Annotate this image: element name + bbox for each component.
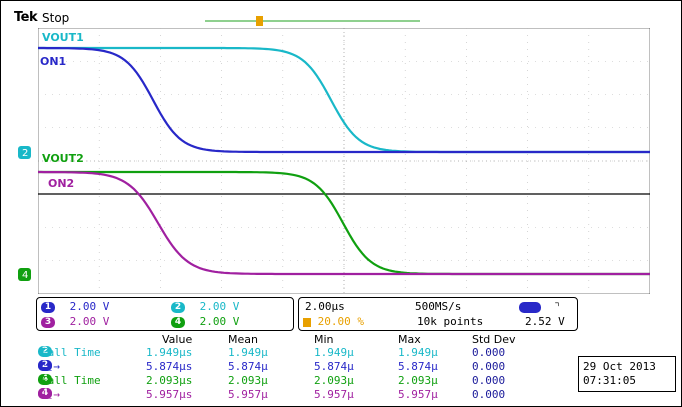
measurement-max: 1.949µ (398, 346, 438, 359)
measurement-std: 0.000 (472, 374, 506, 387)
ch4-scale[interactable]: 4 2.00 V (171, 315, 239, 328)
measurement-header: Value Mean Min Max Std Dev (162, 333, 516, 346)
measurement-mean: 2.093µ (228, 374, 268, 387)
channel-scale-panel: 1 2.00 V 2 2.00 V 3 2.00 V 4 2.00 V (36, 297, 294, 331)
ch2-scale[interactable]: 2 2.00 V (171, 300, 239, 313)
source-badge: 4 (38, 374, 52, 385)
ch3-scale[interactable]: 3 2.00 V (41, 315, 109, 328)
measurement-std: 0.000 (472, 388, 506, 401)
date: 29 Oct 2013 (583, 360, 656, 373)
measurement-value: 1.949µs (146, 346, 193, 359)
edge-delay-icon: ⌝⌞→ (40, 388, 60, 401)
measurement-mean: 1.949µ (228, 346, 268, 359)
acquisition-status: Stop (42, 11, 70, 25)
svg-text:2: 2 (22, 148, 28, 159)
measurement-min: 5.957µ (314, 388, 354, 401)
measurement-max: 5.957µ (398, 388, 438, 401)
trigger-position-marker (256, 16, 263, 26)
measurement-row[interactable]: 2 Fall Time 1.949µs 1.949µ 1.949µ 1.949µ 0.000 (36, 346, 576, 359)
measurement-max: 2.093µ (398, 374, 438, 387)
measurement-std: 0.000 (472, 360, 506, 373)
measurement-label: Fall Time (41, 346, 101, 359)
vout1-label: VOUT1 (42, 31, 84, 44)
target-badge: 2 (38, 360, 52, 371)
on2-trace (38, 170, 650, 276)
trigger-source-badge (519, 301, 541, 313)
brand-logo: Tek (14, 10, 38, 25)
measurement-max: 5.874µ (398, 360, 438, 373)
ch1-scale[interactable]: 1 2.00 V (41, 300, 109, 313)
measurement-value: 5.874µs (146, 360, 193, 373)
graticule (38, 28, 650, 294)
on1-label: ON1 (40, 55, 67, 68)
trigger-position: 20.00 % (303, 315, 364, 328)
timebase-panel[interactable]: 2.00µs 500MS/s 20.00 % 10k points ⌝ 2.52… (298, 297, 578, 331)
measurement-label: Fall Time (41, 374, 101, 387)
edge-delay-icon: ⌝⌞→ (40, 360, 60, 373)
measurement-value: 5.957µs (146, 388, 193, 401)
target-badge: 4 (38, 388, 52, 399)
measurement-min: 1.949µ (314, 346, 354, 359)
trigger-t-icon (303, 317, 311, 327)
ch3-badge: 3 (41, 316, 55, 328)
measurement-mean: 5.957µ (228, 388, 268, 401)
record-length: 10k points (417, 315, 484, 328)
measurement-std: 0.000 (472, 346, 506, 359)
horizontal-scale: 2.00µs (305, 300, 345, 313)
top-bar: Tek Stop (8, 8, 672, 28)
trigger-level: 2.52 V (525, 315, 565, 328)
ch4-badge: 4 (171, 316, 185, 328)
measurement-min: 2.093µ (314, 374, 354, 387)
measurement-mean: 5.874µ (228, 360, 268, 373)
ch2-ground-marker (18, 146, 31, 159)
svg-text:4: 4 (22, 270, 28, 281)
trigger-source: ⌝ (519, 300, 560, 313)
ch4-ground-marker (18, 268, 31, 281)
measurement-min: 5.874µ (314, 360, 354, 373)
on2-label: ON2 (48, 177, 75, 190)
source-badge: 2 (38, 346, 52, 357)
vout2-label: VOUT2 (42, 152, 84, 165)
measurement-table: Value Mean Min Max Std Dev 2 Fall Time 1.9… (36, 333, 576, 405)
ch1-badge: 1 (41, 301, 55, 313)
time: 07:31:05 (583, 374, 636, 387)
date-time-display: 29 Oct 2013 07:31:05 (578, 356, 676, 392)
on1-trace (38, 46, 650, 154)
sample-rate: 500MS/s (415, 300, 462, 313)
measurement-row[interactable]: 4 Fall Time 2.093µs 2.093µ 2.093µ 2.093µ 0.000 (36, 374, 576, 387)
ch2-badge: 2 (171, 301, 185, 313)
falling-edge-icon: ⌝ (553, 300, 561, 313)
measurement-value: 2.093µs (146, 374, 193, 387)
